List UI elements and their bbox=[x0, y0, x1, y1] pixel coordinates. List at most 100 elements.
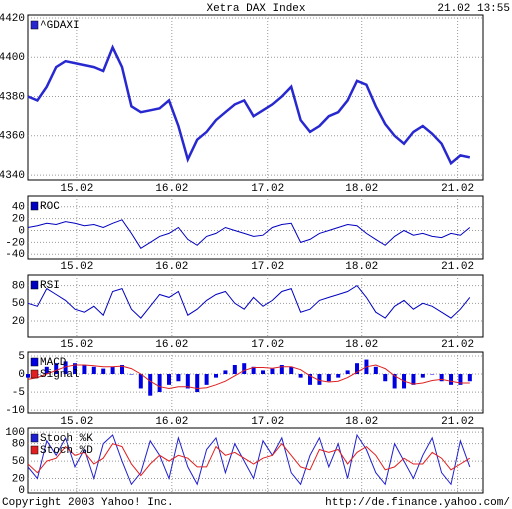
bar bbox=[120, 364, 125, 375]
y-tick-label: 5 bbox=[18, 351, 25, 363]
x-tick-label: 16.02 bbox=[155, 261, 188, 273]
series-line bbox=[27, 433, 471, 486]
y-tick-label: 20 bbox=[12, 316, 25, 328]
bar bbox=[214, 374, 219, 378]
source-url: http://de.finance.yahoo.com/ bbox=[325, 497, 510, 509]
legend-swatch bbox=[30, 445, 39, 455]
panel-frame bbox=[27, 351, 484, 414]
y-tick-label: 4420 bbox=[0, 13, 25, 25]
y-tick-label: 4380 bbox=[0, 91, 25, 103]
bar bbox=[317, 374, 322, 385]
bar bbox=[279, 364, 284, 375]
bar bbox=[345, 370, 350, 375]
series-line bbox=[27, 442, 471, 477]
legend-swatch bbox=[30, 20, 39, 30]
chart-title: Xetra DAX Index bbox=[206, 3, 305, 15]
bar bbox=[270, 368, 275, 375]
x-tick-label: 18.02 bbox=[345, 183, 378, 195]
y-tick-label: 0 bbox=[18, 225, 25, 237]
bar bbox=[110, 366, 115, 375]
x-tick-label: 18.02 bbox=[345, 416, 378, 428]
bar bbox=[439, 374, 444, 382]
bar bbox=[336, 374, 341, 378]
series-line bbox=[27, 284, 471, 319]
legend-label: RSI bbox=[40, 280, 60, 292]
x-tick-label: 17.02 bbox=[251, 183, 284, 195]
x-tick-label: 17.02 bbox=[251, 261, 284, 273]
y-tick-label: -5 bbox=[12, 387, 25, 399]
legend-label: Stoch %K bbox=[40, 433, 93, 445]
y-tick-label: -20 bbox=[5, 237, 25, 249]
x-tick-label: 15.02 bbox=[60, 339, 93, 351]
panel-frame bbox=[27, 274, 484, 338]
bar bbox=[167, 374, 172, 385]
x-tick-label: 16.02 bbox=[155, 416, 188, 428]
legend-swatch bbox=[30, 357, 39, 367]
bar bbox=[373, 366, 378, 375]
y-tick-label: 100 bbox=[5, 427, 25, 439]
panel-frame bbox=[27, 14, 484, 181]
y-tick-label: 0 bbox=[18, 369, 25, 381]
bar bbox=[420, 374, 425, 378]
legend-label: ^GDAXI bbox=[40, 20, 80, 32]
y-tick-label: -10 bbox=[5, 405, 25, 417]
x-tick-label: 18.02 bbox=[345, 339, 378, 351]
legend-label: ROC bbox=[40, 201, 60, 213]
x-tick-label: 17.02 bbox=[251, 416, 284, 428]
y-tick-label: 80 bbox=[12, 439, 25, 451]
bar bbox=[326, 374, 331, 382]
bar bbox=[467, 374, 472, 382]
bar bbox=[44, 366, 49, 375]
bar bbox=[223, 370, 228, 375]
bar bbox=[54, 363, 59, 375]
y-tick-label: 4400 bbox=[0, 52, 25, 64]
legend-label: Signal bbox=[40, 369, 80, 381]
bar bbox=[195, 374, 200, 393]
x-tick-label: 16.02 bbox=[155, 339, 188, 351]
bar bbox=[129, 374, 134, 375]
x-tick-label: 17.02 bbox=[251, 339, 284, 351]
bar bbox=[82, 364, 87, 375]
bar bbox=[91, 366, 96, 375]
x-tick-label: 15.02 bbox=[60, 416, 93, 428]
x-tick-label: 21.02 bbox=[441, 261, 474, 273]
bar bbox=[176, 374, 181, 382]
bar bbox=[261, 370, 266, 375]
bar bbox=[308, 374, 313, 385]
bar bbox=[251, 366, 256, 375]
bar bbox=[185, 374, 190, 389]
bar bbox=[63, 361, 68, 375]
bar bbox=[430, 374, 435, 375]
y-tick-label: 4360 bbox=[0, 131, 25, 143]
bar bbox=[101, 368, 106, 375]
series-line bbox=[27, 364, 470, 390]
bar bbox=[73, 363, 78, 375]
legend-swatch bbox=[30, 280, 39, 290]
legend-label: MACD bbox=[40, 357, 67, 369]
legend-swatch bbox=[30, 201, 39, 211]
x-tick-label: 16.02 bbox=[155, 183, 188, 195]
bar bbox=[392, 374, 397, 389]
x-tick-label: 21.02 bbox=[441, 183, 474, 195]
bar bbox=[289, 366, 294, 375]
bar bbox=[449, 374, 454, 385]
series-line bbox=[27, 44, 471, 166]
bar bbox=[298, 374, 303, 378]
x-tick-label: 21.02 bbox=[441, 416, 474, 428]
y-tick-label: 40 bbox=[12, 202, 25, 214]
bar bbox=[148, 374, 153, 396]
bar bbox=[26, 374, 30, 378]
x-tick-label: 18.02 bbox=[345, 261, 378, 273]
panel-frame bbox=[27, 427, 484, 494]
y-tick-label: 20 bbox=[12, 473, 25, 485]
y-tick-label: 50 bbox=[12, 456, 25, 468]
bar bbox=[458, 374, 463, 385]
y-tick-label: 50 bbox=[12, 298, 25, 310]
bar bbox=[242, 363, 247, 375]
y-tick-label: 80 bbox=[12, 281, 25, 293]
bar bbox=[138, 374, 143, 389]
y-tick-label: 4340 bbox=[0, 170, 25, 182]
bar bbox=[411, 374, 416, 385]
